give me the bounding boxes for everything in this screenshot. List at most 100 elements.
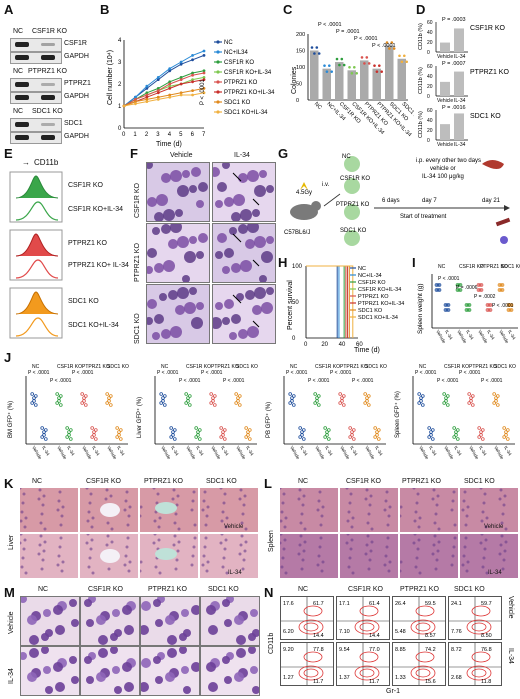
f-micrograph-tile [212, 284, 276, 344]
b-point [191, 58, 194, 62]
b-point [179, 93, 183, 97]
j-dot [58, 403, 63, 407]
j-dot [55, 401, 59, 405]
c-dot [350, 72, 354, 75]
c-ytick: 50 [296, 82, 302, 88]
h-curve [306, 265, 350, 338]
i-dot [443, 308, 448, 312]
c-dot [355, 72, 358, 75]
histology-tile [400, 534, 458, 578]
j-dot [32, 396, 36, 400]
j-xcat: Vehicle [493, 445, 505, 460]
b-point [168, 84, 172, 88]
j-pvalue: P < .0001 [330, 370, 352, 376]
c-dot [335, 57, 339, 61]
c-bar [347, 70, 356, 100]
c-dot [367, 62, 371, 65]
j-pvalue: P < .0001 [459, 370, 481, 376]
i-dot [464, 308, 469, 312]
b-point [156, 89, 160, 92]
blot-target [10, 118, 62, 132]
c-dot [390, 41, 394, 44]
d-xcat: IL-34 [454, 54, 466, 60]
c-dot [340, 57, 344, 61]
j-dot [338, 401, 343, 405]
n-col: SDC1 KO [454, 586, 485, 593]
m-micrograph-tile [20, 596, 80, 646]
j-xcat: Vehicle [418, 445, 430, 460]
c-dot [342, 63, 346, 67]
i-pvalue: P = .0002 [474, 294, 496, 300]
i-dot [476, 283, 481, 287]
j-pvalue: P < .0001 [223, 378, 245, 384]
panel-m-micrographs: NC CSF1R KO PTPRZ1 KO SDC1 KO Vehicle IL… [8, 586, 264, 698]
n-q3: 2.68 [451, 675, 462, 681]
n-yaxis: CD11b [268, 632, 275, 654]
j-dot [198, 428, 202, 432]
j-dot [477, 426, 482, 430]
j-dot [188, 394, 192, 398]
h-legend-label: SDC1 KO+IL-34 [358, 315, 398, 321]
b-point [179, 76, 183, 79]
i-dot [508, 308, 512, 312]
n-q1: 17.6 [283, 601, 294, 607]
blot-target [10, 78, 62, 92]
histology-row-label: IL-34 [488, 570, 502, 576]
j-xcat: Vehicle [339, 445, 351, 460]
b-point [134, 98, 137, 101]
g-mouse-strain: C57BL6/J [284, 230, 310, 236]
n-q2: 77.0 [369, 647, 380, 653]
j-dot [58, 394, 63, 398]
histology-tile [460, 534, 518, 578]
d-bar [440, 124, 450, 140]
j-dot [326, 428, 331, 432]
j-dot [244, 435, 249, 439]
h-xlabel: Time (d) [354, 347, 380, 354]
c-bar [310, 50, 319, 100]
b-xlabel: Time (d) [156, 141, 182, 148]
h-legend-label: SDC1 KO [358, 308, 383, 314]
c-dot [385, 41, 389, 44]
j-dot [445, 403, 450, 407]
j-dot [340, 396, 344, 400]
e-label: CSF1R KO+IL-34 [68, 206, 124, 213]
m-micrograph-tile [140, 596, 200, 646]
c-pvalue: P = .0001 [336, 29, 360, 35]
g-six-days: 6 days [382, 198, 400, 204]
j-dot [163, 394, 167, 398]
b-point [168, 87, 172, 90]
b-legend-label: CSF1R KO [224, 60, 254, 66]
j-dot [298, 435, 303, 439]
j-dot [80, 401, 84, 405]
j-dot [480, 437, 485, 441]
j-dot [69, 428, 73, 432]
j-dot [209, 401, 214, 405]
panel-label-a: A [4, 2, 14, 17]
d-xcat: Vehicle [437, 142, 453, 148]
j-dot [427, 426, 432, 430]
j-dot [479, 430, 483, 434]
j-dot [419, 396, 423, 400]
c-dot [353, 66, 356, 69]
j-dot [57, 396, 61, 400]
j-dot [288, 392, 293, 396]
i-xcat: Vehicle [477, 329, 489, 344]
i-dot [508, 303, 512, 307]
j-dot [502, 426, 507, 430]
panel-h-survival-chart: Percent survival 0 50 100 0 20 40 60 NCNC+IL-3… [287, 264, 404, 354]
histology-row-label: Vehicle [484, 524, 504, 530]
d-ylabel: CD11b (%) [418, 67, 424, 94]
j-dot [420, 403, 425, 407]
n-q4: 11.7 [369, 679, 379, 685]
i-dot [479, 283, 484, 287]
j-dot [173, 437, 177, 441]
irradiation-icon [300, 182, 308, 190]
n-q2: 61.4 [369, 601, 380, 607]
b-point [202, 91, 206, 95]
j-xcat: Vehicle [31, 445, 43, 460]
b-ytick: 1 [118, 104, 122, 110]
n-q2: 76.8 [481, 647, 492, 653]
j-dot [363, 392, 368, 396]
l-col: NC [298, 478, 309, 485]
